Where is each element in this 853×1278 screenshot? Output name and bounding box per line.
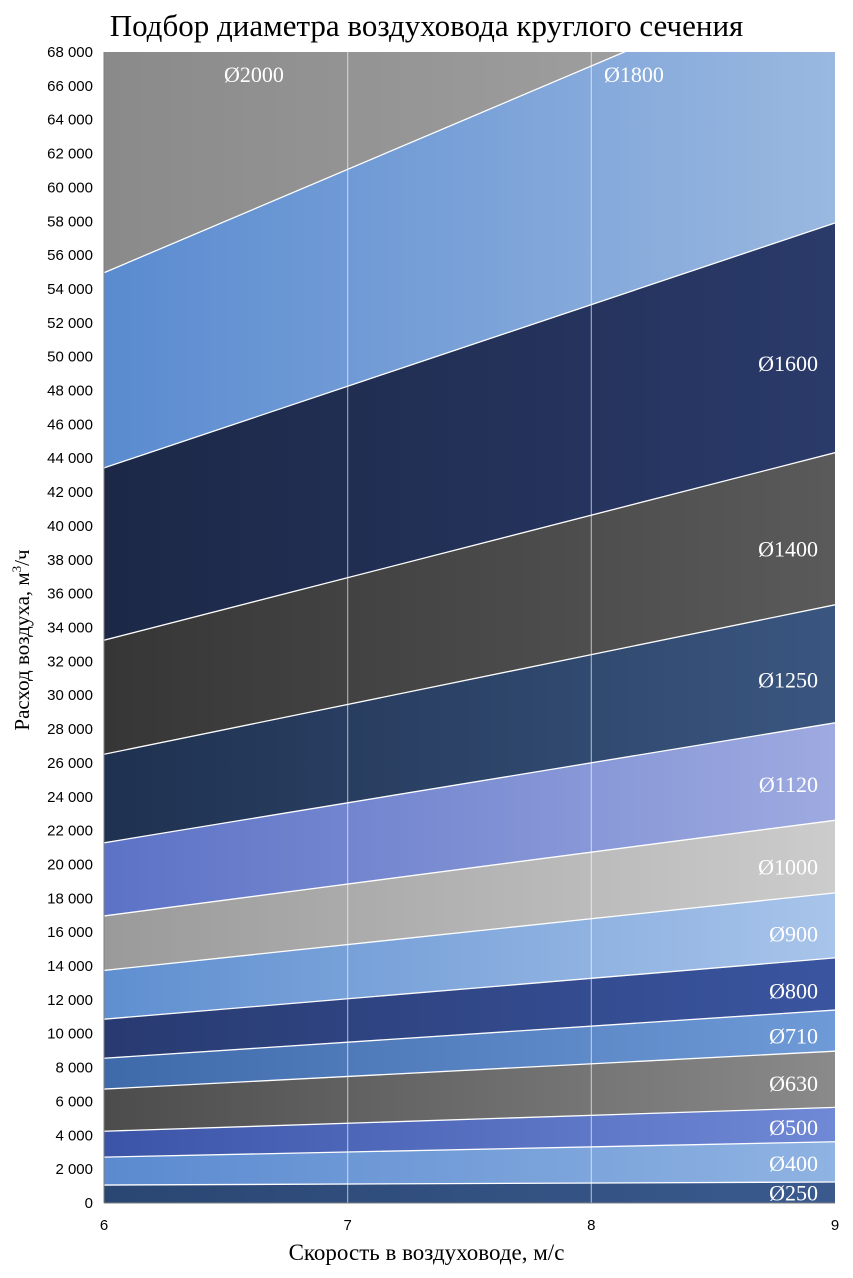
boundary-900 [104,892,835,972]
band-900 [104,892,835,1020]
band-1120 [104,722,835,916]
y-tick-label: 56 000 [47,247,93,264]
band-250 [104,1182,835,1203]
y-tick-label: 54 000 [47,281,93,298]
y-tick-label: 24 000 [47,789,93,806]
band-labels: Ø250 Ø400 Ø500 Ø630 Ø710 Ø800 Ø900 Ø1000 Ø1120 Ø1… [224,62,818,1206]
boundary-1600 [104,222,835,469]
band-800 [104,957,835,1059]
band-label-400: Ø400 [769,1151,818,1176]
y-tick-label: 18 000 [47,890,93,907]
band-630 [104,1051,835,1132]
x-tick-label: 6 [100,1217,108,1234]
band-label-800: Ø800 [769,978,818,1003]
y-tick-label: 68 000 [47,44,93,61]
band-label-1400: Ø1400 [758,536,818,561]
y-axis-label: Расход воздуха, м3/ч [9,549,35,730]
y-tick-label: 6 000 [55,1093,93,1110]
band-label-2000: Ø2000 [224,62,284,87]
y-axis-label-main: Расход воздуха, м [10,572,34,731]
y-tick-label: 38 000 [47,552,93,569]
y-tick-label: 40 000 [47,518,93,535]
boundary-800 [104,957,835,1020]
y-tick-label: 16 000 [47,924,93,941]
y-tick-label: 46 000 [47,416,93,433]
boundary-1000 [104,819,835,917]
band-label-1800: Ø1800 [604,62,664,87]
y-tick-label: 22 000 [47,823,93,840]
y-tick-label: 34 000 [47,620,93,637]
y-tick-label: 44 000 [47,450,93,467]
y-tick-label: 42 000 [47,484,93,501]
y-tick-label: 50 000 [47,349,93,366]
band-label-1250: Ø1250 [758,668,818,693]
band-500 [104,1107,835,1158]
y-axis-label-tail: /ч [10,549,34,566]
boundary-630 [104,1050,835,1090]
y-axis-label-sup: 3 [9,565,24,573]
chart-title: Подбор диаметра воздуховода круглого сеч… [109,8,744,43]
y-tick-label: 58 000 [47,213,93,230]
band-1000 [104,820,835,971]
y-tick-label: 0 [85,1195,93,1212]
x-tick-label: 8 [587,1217,595,1234]
band-label-1000: Ø1000 [758,855,818,880]
y-tick-label: 14 000 [47,958,93,975]
y-tick-label: 60 000 [47,179,93,196]
y-tick-label: 52 000 [47,315,93,332]
x-tick-label: 9 [831,1217,839,1234]
band-label-900: Ø900 [769,922,818,947]
boundary-400 [104,1141,835,1158]
band-label-500: Ø500 [769,1115,818,1140]
boundary-1120 [104,722,835,844]
boundary-1800 [104,52,626,274]
band-1400 [104,452,835,755]
band-400 [104,1141,835,1186]
y-tick-label: 62 000 [47,146,93,163]
band-2000 [104,52,835,273]
y-tick-label: 30 000 [47,687,93,704]
band-label-630: Ø630 [769,1071,818,1096]
boundary-710 [104,1009,835,1059]
y-tick-label: 20 000 [47,856,93,873]
y-tick-label: 12 000 [47,992,93,1009]
x-axis-label: Скорость в воздуховоде, м/с [288,1240,565,1265]
y-tick-label: 2 000 [55,1161,93,1178]
band-label-250: Ø250 [769,1181,818,1206]
y-tick-label: 10 000 [47,1026,93,1043]
y-tick-label: 66 000 [47,78,93,95]
y-tick-label: 64 000 [47,112,93,129]
boundary-1400 [104,452,835,641]
y-tick-label: 36 000 [47,586,93,603]
band-710 [104,1010,835,1090]
band-1250 [104,604,835,843]
boundary-1250 [104,604,835,755]
x-tick-label: 7 [343,1217,351,1234]
y-tick-label: 26 000 [47,755,93,772]
y-tick-label: 4 000 [55,1127,93,1144]
band-label-1120: Ø1120 [759,772,818,797]
y-tick-label: 28 000 [47,721,93,738]
band-1800 [104,52,835,468]
y-tick-label: 48 000 [47,383,93,400]
y-tick-label: 8 000 [55,1060,93,1077]
band-label-710: Ø710 [769,1024,818,1049]
boundary-250 [104,1181,835,1186]
boundary-500 [104,1106,835,1132]
band-label-1600: Ø1600 [758,351,818,376]
axes: 6 7 8 9 0 2 000 4 000 6 000 8 000 10 000 12 000 14 … [47,44,839,1234]
band-layer [104,52,835,1203]
band-1600 [104,222,835,641]
boundary-lines [104,52,835,1186]
vertical-gridlines [347,52,592,1203]
y-tick-label: 32 000 [47,653,93,670]
